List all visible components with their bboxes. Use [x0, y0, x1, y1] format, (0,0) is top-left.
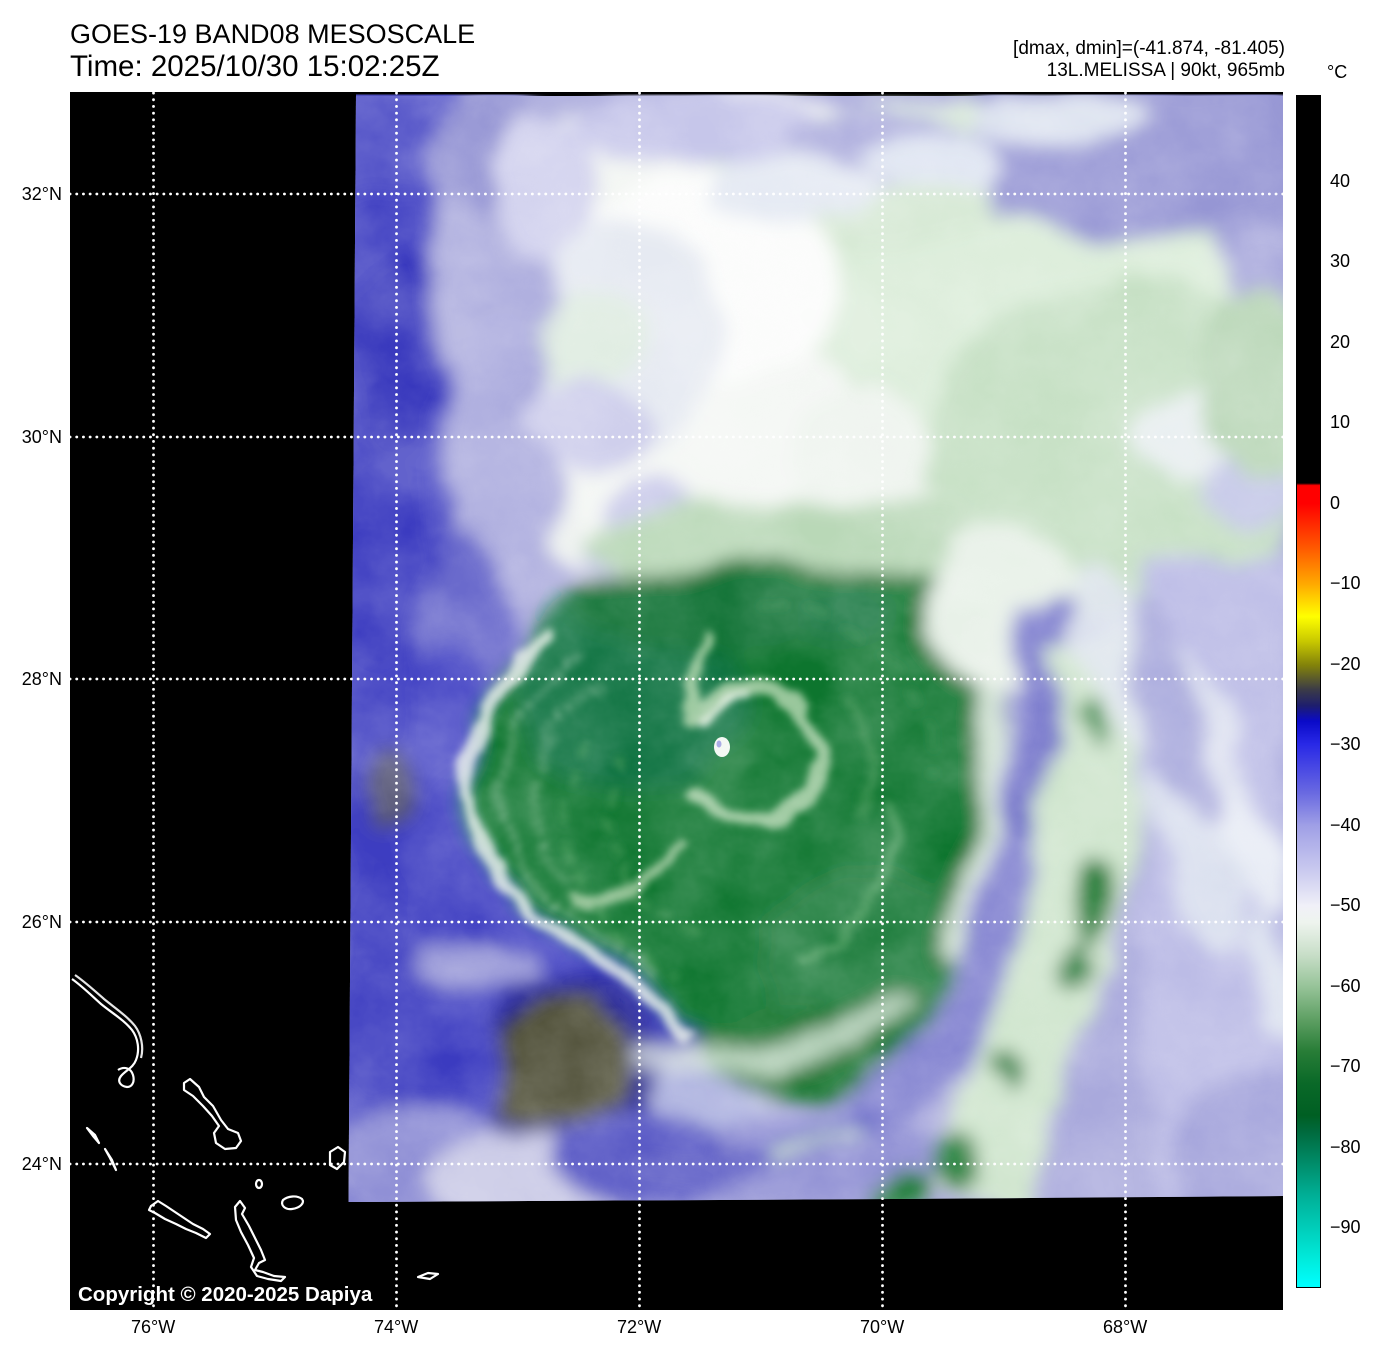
svg-text:Copyright © 2020-2025 Dapiya: Copyright © 2020-2025 Dapiya [78, 1283, 373, 1306]
